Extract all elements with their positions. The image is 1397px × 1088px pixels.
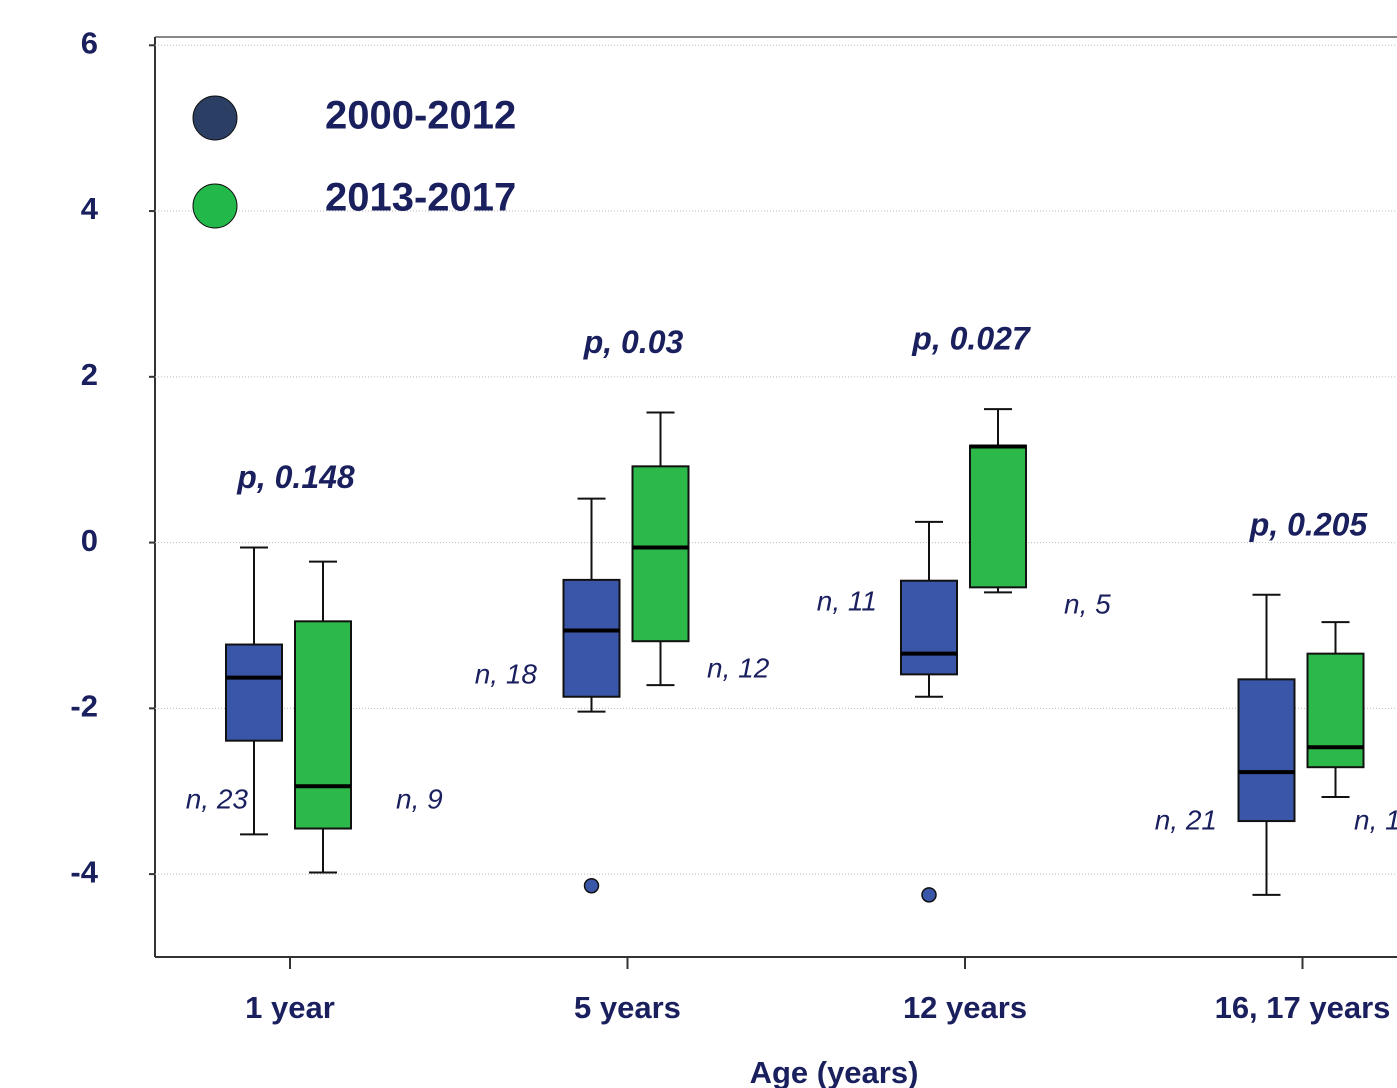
y-tick-label: 0	[81, 523, 98, 558]
box	[900, 579, 958, 676]
y-tick-label: -2	[70, 689, 98, 724]
n-label: n, 21	[1155, 804, 1217, 835]
p-label: p, 0.148	[236, 459, 355, 495]
x-tick-label: 12 years	[903, 990, 1027, 1025]
n-label: n, 23	[186, 783, 249, 814]
y-tick-label: 4	[81, 191, 99, 226]
legend-marker	[192, 183, 238, 229]
x-tick-label: 16, 17 years	[1215, 990, 1391, 1025]
p-label: p, 0.03	[583, 324, 684, 360]
y-tick-label: 6	[81, 25, 98, 60]
n-label: n, 18	[475, 658, 538, 689]
box	[631, 465, 690, 643]
box	[1306, 652, 1365, 769]
legend-label: 2013-2017	[325, 176, 516, 220]
box	[294, 620, 352, 830]
x-tick-label: 5 years	[574, 990, 681, 1025]
n-label: n, 1	[1354, 804, 1397, 835]
n-label: n, 9	[396, 783, 443, 814]
box	[562, 578, 621, 698]
y-tick-label: -4	[70, 854, 98, 889]
n-label: n, 12	[707, 652, 770, 683]
legend-label: 2000-2012	[325, 94, 516, 138]
p-label: p, 0.027	[911, 321, 1032, 357]
outlier	[921, 887, 937, 903]
n-label: n, 11	[817, 585, 877, 616]
legend-marker	[192, 95, 238, 141]
n-label: n, 5	[1064, 588, 1111, 619]
box	[225, 643, 283, 742]
p-label: p, 0.205	[1249, 506, 1369, 542]
x-axis-label: Age (years)	[750, 1055, 919, 1088]
box	[969, 444, 1027, 589]
y-tick-label: 2	[81, 357, 98, 392]
x-tick-label: 1 year	[245, 990, 335, 1025]
outlier	[583, 877, 600, 894]
box	[1237, 678, 1296, 823]
